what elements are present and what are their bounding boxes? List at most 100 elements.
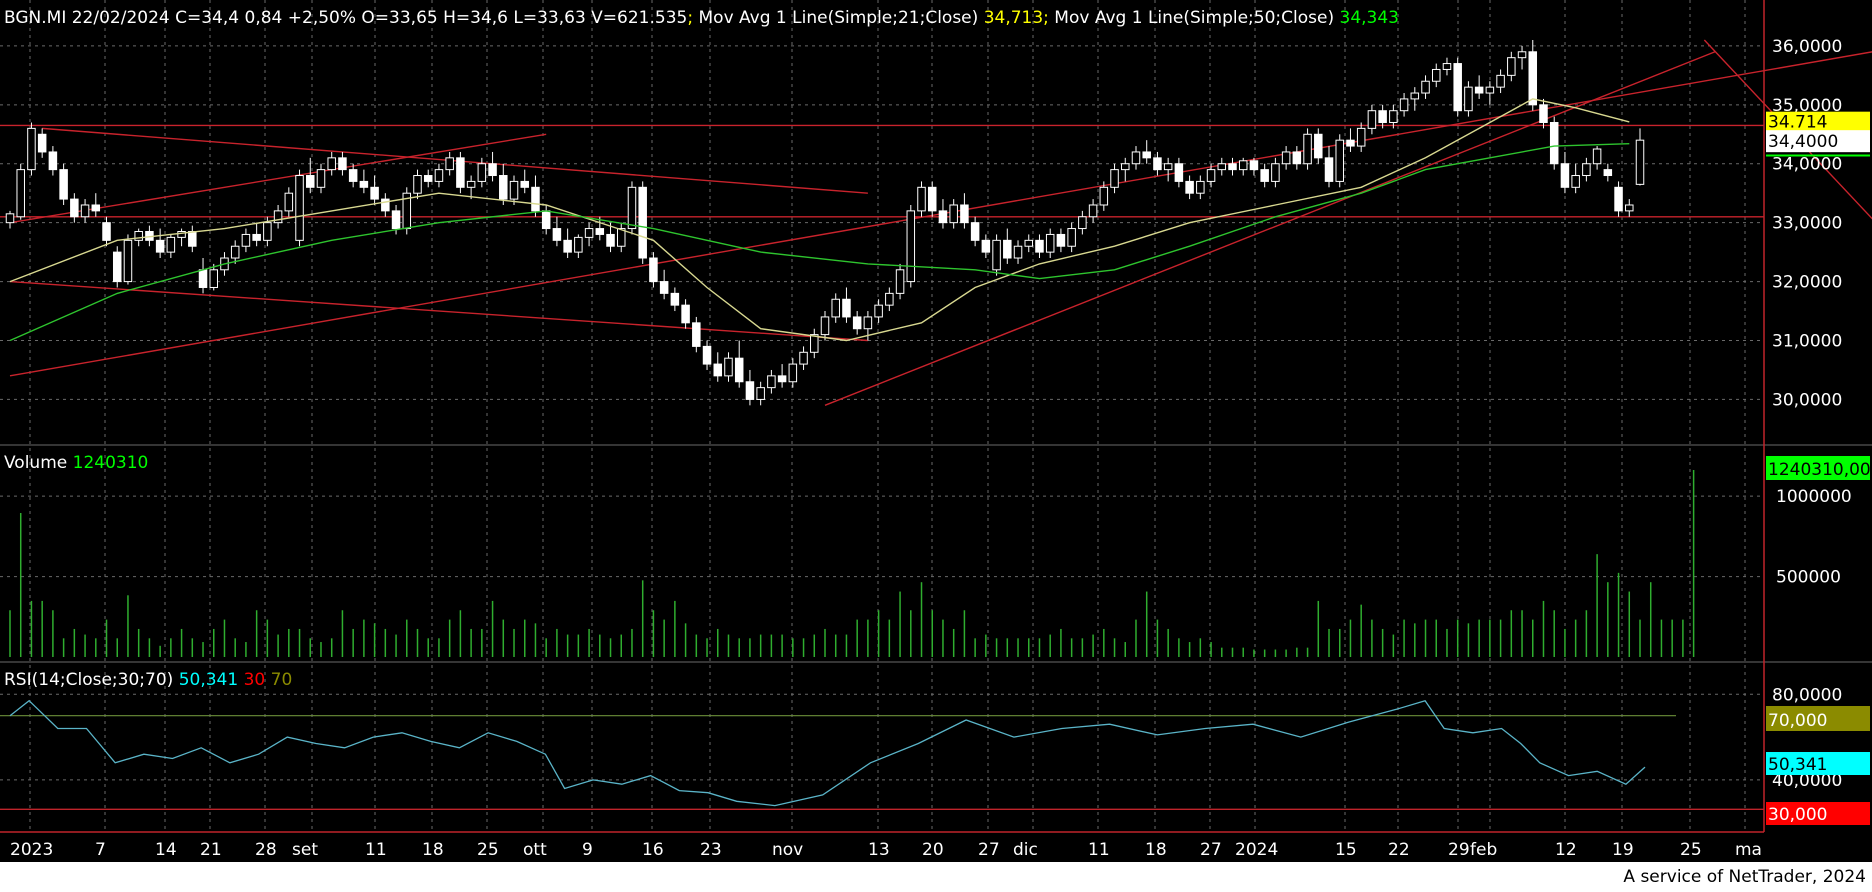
candle-body xyxy=(59,169,68,200)
candle-body xyxy=(1249,160,1259,171)
candle-body xyxy=(1442,63,1452,70)
x-tick-label: 11 xyxy=(1088,840,1110,860)
rsi-series xyxy=(9,699,1646,807)
candle-body xyxy=(477,163,487,182)
candle-body xyxy=(1024,239,1034,247)
candle-body xyxy=(434,169,444,182)
candle-body xyxy=(949,204,958,224)
candle-body xyxy=(852,316,862,330)
candle-body xyxy=(1045,233,1055,253)
x-tick-label: 29 xyxy=(1448,840,1470,860)
candle-body xyxy=(338,157,347,171)
candle-body xyxy=(1131,151,1141,165)
candle-body xyxy=(1453,63,1462,112)
candle-body xyxy=(1088,204,1098,218)
candle-body xyxy=(563,239,572,253)
candle-body xyxy=(445,157,454,171)
candle-body xyxy=(1464,86,1473,112)
candle-body xyxy=(134,231,143,241)
candle-body xyxy=(1303,133,1312,165)
candle-body xyxy=(1142,151,1151,159)
x-tick-label: 9 xyxy=(582,840,593,860)
volume-tick-label: 500000 xyxy=(1776,568,1841,588)
candle-body xyxy=(1035,239,1044,253)
candle-body xyxy=(734,357,744,383)
price-tick-label: 36,0000 xyxy=(1772,37,1842,57)
candle-body xyxy=(906,210,916,283)
x-tick-label: 18 xyxy=(1145,840,1167,860)
candle-body xyxy=(1056,233,1066,247)
candle-body xyxy=(584,228,594,238)
candle-body xyxy=(1228,163,1237,171)
x-tick-label: 7 xyxy=(95,840,106,860)
candle-body xyxy=(1271,163,1280,182)
candle-body xyxy=(509,180,519,200)
x-tick-label: 23 xyxy=(700,840,722,860)
candle-body xyxy=(960,204,969,224)
x-tick-label: set xyxy=(292,840,318,860)
candle-body xyxy=(927,186,937,212)
candle-body xyxy=(1571,175,1580,188)
candle-body xyxy=(499,175,508,200)
x-tick-label: 15 xyxy=(1335,840,1357,860)
candle-body xyxy=(188,231,197,247)
candle-body xyxy=(70,198,79,218)
candle-body xyxy=(1110,169,1119,188)
rsi30-badge-bg xyxy=(1766,802,1870,825)
x-tick-label: 12 xyxy=(1555,840,1577,860)
candle-body xyxy=(1378,110,1387,123)
rsi-badge-bg xyxy=(1766,752,1870,775)
candle-body xyxy=(230,245,240,259)
x-tick-label: 25 xyxy=(1680,840,1702,860)
rsi70-badge-bg xyxy=(1766,706,1870,731)
candle-body xyxy=(1582,163,1591,177)
candle-body xyxy=(1163,163,1173,171)
candle-body xyxy=(1389,110,1398,123)
candle-body xyxy=(885,292,894,306)
candle-body xyxy=(1485,86,1495,94)
candle-body xyxy=(1410,92,1420,100)
rsi-header: RSI(14;Close;30;70) 50,341 30 70 xyxy=(4,670,292,690)
candle-body xyxy=(917,186,926,212)
price-header: BGN.MI 22/02/2024 C=34,4 0,84 +2,50% O=3… xyxy=(4,8,1399,28)
candle-body xyxy=(1399,98,1409,112)
candle-body xyxy=(306,175,315,188)
candle-body xyxy=(788,363,798,383)
x-tick-label: 25 xyxy=(477,840,499,860)
candle-body xyxy=(1003,239,1012,259)
rsi30-badge-text: 30,000 xyxy=(1768,805,1827,825)
candle-body xyxy=(820,316,830,336)
candle-body xyxy=(466,180,476,188)
candle-body xyxy=(1496,74,1505,88)
x-tick-label: feb xyxy=(1470,840,1497,860)
x-tick-label: 20 xyxy=(922,840,944,860)
candle-body xyxy=(520,180,529,188)
candle-body xyxy=(1067,228,1076,247)
candle-body xyxy=(627,186,637,230)
candle-body xyxy=(874,304,883,318)
rsi70-badge-text: 70,000 xyxy=(1768,711,1827,731)
footer-credit: A service of NetTrader, 2024 xyxy=(1623,867,1866,887)
candle-body xyxy=(1185,180,1194,194)
candle-body xyxy=(1507,57,1516,76)
candle-body xyxy=(756,387,765,400)
candle-body xyxy=(1603,169,1613,177)
x-tick-label: 11 xyxy=(365,840,387,860)
candle-body xyxy=(348,169,358,182)
x-tick-label: 2023 xyxy=(10,840,53,860)
candle-body xyxy=(1528,51,1538,106)
volume-badge-bg xyxy=(1766,456,1870,480)
candle-body xyxy=(863,316,873,330)
x-tick-label: ma xyxy=(1735,840,1762,860)
candle-body xyxy=(1217,163,1227,171)
candle-body xyxy=(981,239,991,253)
candle-body xyxy=(692,322,701,347)
candle-body xyxy=(992,239,1001,271)
candle-body xyxy=(724,357,733,377)
candle-body xyxy=(166,236,176,253)
ma21-badge-text: 34.714 xyxy=(1768,113,1827,133)
close-badge-text: 34,4000 xyxy=(1768,132,1838,152)
candle-body xyxy=(1196,180,1205,194)
